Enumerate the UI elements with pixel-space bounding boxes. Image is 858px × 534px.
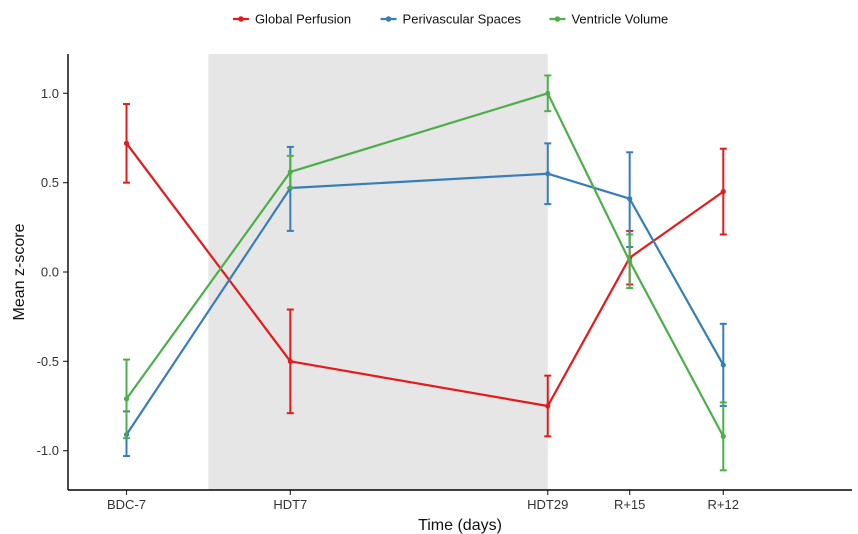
data-point (720, 188, 726, 195)
x-tick-label: BDC-7 (107, 497, 146, 512)
x-tick-label: HDT29 (527, 497, 568, 512)
x-axis-ticks: BDC-7 HDT7 HDT29 R+15 R+12 (107, 490, 739, 512)
y-tick-label: 0.5 (41, 175, 59, 190)
y-axis-title: Mean z-score (11, 223, 28, 320)
legend-label: Perivascular Spaces (403, 12, 522, 27)
data-point (545, 403, 551, 409)
y-tick-label: -1.0 (37, 443, 59, 458)
data-point (545, 90, 551, 96)
series-group (123, 74, 727, 472)
x-axis-title: Time (days) (418, 517, 502, 534)
data-point (720, 433, 726, 439)
data-point (627, 196, 633, 202)
data-point (123, 140, 130, 146)
y-tick-label: -0.5 (37, 354, 59, 369)
legend-key-point (554, 16, 561, 22)
x-tick-label: R+12 (708, 497, 739, 512)
legend-label: Ventricle Volume (571, 12, 668, 27)
data-point (287, 169, 293, 175)
data-point (545, 171, 551, 177)
y-tick-label: 1.0 (41, 86, 59, 101)
legend-label: Global Perfusion (255, 12, 351, 27)
data-point (287, 358, 293, 364)
x-tick-label: R+15 (614, 497, 645, 512)
legend-item-global-perfusion: Global Perfusion (232, 12, 351, 27)
series-ventricle-volume (123, 74, 727, 472)
x-tick-label: HDT7 (273, 497, 307, 512)
y-axis-ticks: -1.0 -0.5 0.0 0.5 1.0 (37, 86, 68, 458)
data-point (627, 258, 633, 264)
legend-key-point (238, 16, 244, 22)
legend: Global Perfusion Perivascular Spaces Ventr… (232, 12, 668, 27)
y-tick-label: 0.0 (41, 265, 59, 280)
legend-key-point (385, 16, 392, 22)
shaded-region (208, 54, 548, 490)
legend-item-ventricle-volume: Ventricle Volume (549, 12, 668, 27)
legend-item-perivascular-spaces: Perivascular Spaces (380, 12, 522, 27)
data-point (123, 396, 130, 402)
data-point (720, 362, 726, 368)
